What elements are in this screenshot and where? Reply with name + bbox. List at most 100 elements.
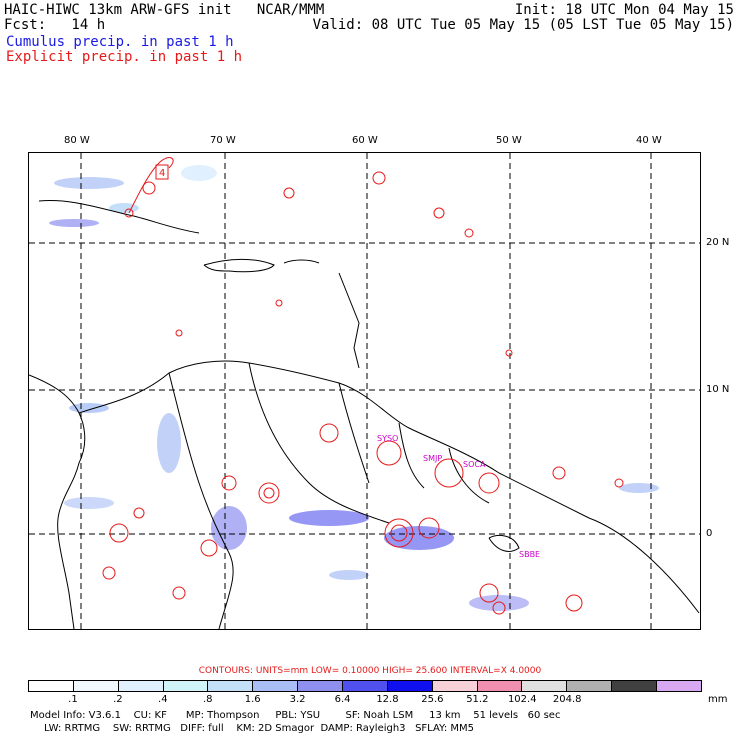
graticule [29,153,700,629]
colorbar-tick-label: 3.2 [289,694,306,705]
precip-contour [376,440,402,466]
coastline-hispaniola [203,258,275,273]
colorbar-tick-label: 204.8 [552,694,582,705]
precip-contour [372,171,386,185]
map-panel: 4 SYSO SMJP SOCA SBBE [28,152,701,630]
colorbar-tick-label: 12.8 [376,694,399,705]
colorbar-swatch [612,681,658,691]
contour-info: CONTOURS: UNITS=mm LOW= 0.10000 HIGH= 25… [198,666,542,676]
forecast-hour: Fcst: 14 h [4,17,106,33]
precip-contour [283,187,295,199]
precip-contour [221,475,237,491]
colorbar-swatch [298,681,344,691]
cumulus-area [384,526,454,550]
precip-contour [124,208,134,218]
coastline-lesser-antilles [338,272,360,369]
cumulus-area [109,203,139,213]
precip-contour [505,349,513,357]
station-label: SBBE [519,550,540,559]
lon-label-70w: 70 W [210,135,236,146]
coastline-cuba [38,199,200,234]
border-line [248,362,390,524]
border-line [448,447,490,504]
colorbar-swatch [387,681,433,691]
cumulus-area [181,165,217,181]
colorbar-tick-label: 6.4 [334,694,351,705]
precip-contour [102,566,116,580]
colorbar-swatch [567,681,613,691]
precip-max-marker: 4 [159,168,165,179]
colorbar-swatch [73,681,119,691]
precip-contour [434,458,464,488]
colorbar-swatch [477,681,523,691]
precip-contour [319,423,339,443]
init-time: Init: 18 UTC Mon 04 May 15 [514,2,734,18]
colorbar-unit: mm [708,694,728,705]
precip-contour [479,583,499,603]
legend-explicit: Explicit precip. in past 1 h [6,49,243,65]
cumulus-area [619,483,659,493]
valid-time: Valid: 08 UTC Tue 05 May 15 (05 LST Tue … [312,17,734,33]
colorbar-tick-label: .8 [202,694,213,705]
precip-contour [390,524,408,542]
colorbar-swatch [657,681,701,691]
lon-label-60w: 60 W [352,135,378,146]
coastlines [28,199,700,630]
station-label: SOCA [463,460,486,469]
precip-contour [142,181,156,195]
model-info-line1: Model Info: V3.6.1 CU: KF MP: Thompson P… [30,710,561,721]
precip-contour [478,472,500,494]
border-line [168,372,234,630]
precip-contour [275,299,283,307]
colorbar-swatch [208,681,254,691]
lat-label-0: 0 [706,528,713,539]
colorbar-tick-label: .4 [158,694,168,705]
map-canvas: 4 SYSO SMJP SOCA SBBE [28,153,700,630]
cumulus-area [54,177,124,189]
colorbar-tick-label: 25.6 [421,694,444,705]
cumulus-area [329,570,369,580]
border-line [338,382,370,484]
cumulus-area [157,413,181,473]
cumulus-precip-areas [49,165,659,611]
legend-cumulus: Cumulus precip. in past 1 h [6,34,234,50]
station-label: SYSO [377,434,398,443]
coastline-puerto-rico [283,259,320,264]
colorbar-tick-label: .2 [113,694,123,705]
coastline-central-america [28,374,86,630]
lat-label-20n: 20 N [706,237,730,248]
station-labels: SYSO SMJP SOCA SBBE [377,434,540,559]
colorbar-swatch [118,681,164,691]
lon-label-50w: 50 W [496,135,522,146]
precip-contour [492,601,506,615]
cumulus-area [64,497,114,509]
colorbar-ticks: .1 .2 .4 .8 1.6 3.2 6.4 12.8 25.6 51.2 102.4 204.8 [28,694,702,706]
cumulus-area [69,403,109,413]
precip-max-marker-box [155,164,169,180]
precip-contour [263,487,275,499]
precip-contour [109,523,129,543]
precip-contour [133,507,145,519]
colorbar-swatch [343,681,388,691]
colorbar [28,680,702,692]
colorbar-swatch [163,681,209,691]
cumulus-area [49,219,99,227]
precip-contour [614,478,624,488]
precip-contour [200,539,218,557]
precip-contour [552,466,566,480]
colorbar-swatch [522,681,568,691]
colorbar-tick-label: 1.6 [244,694,261,705]
precip-contour [175,329,183,337]
colorbar-swatch [253,681,299,691]
precip-contour [433,207,445,219]
cumulus-area [211,506,247,550]
precip-contour [172,586,186,600]
cumulus-area [469,595,529,611]
model-title: HAIC-HIWC 13km ARW-GFS init NCAR/MMM [4,2,325,18]
precip-contour [384,518,414,548]
precip-contour [565,594,583,612]
cumulus-area [289,510,369,526]
coastline-south-america [78,360,700,614]
precip-contour [258,482,280,504]
colorbar-swatch [432,681,478,691]
